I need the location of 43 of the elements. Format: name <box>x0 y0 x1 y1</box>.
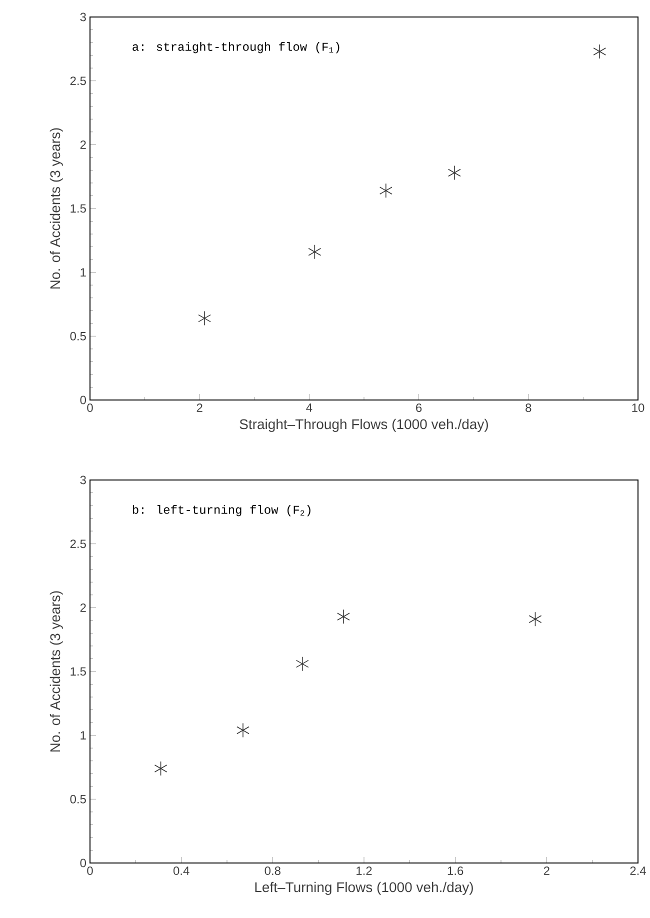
y-tick-label: 2.5 <box>70 76 86 86</box>
point <box>448 165 461 180</box>
x-tick-label: 10 <box>632 404 644 412</box>
x-tick-label: 8 <box>526 404 532 412</box>
point <box>236 722 250 738</box>
y-tick-label: 1 <box>80 731 86 740</box>
x-tick-label: 2 <box>544 866 550 875</box>
y-tick-label: 3 <box>80 12 86 22</box>
point <box>379 183 392 198</box>
point <box>198 310 211 326</box>
y-tick-label: 0.5 <box>70 332 86 340</box>
y-tick-label: 0 <box>80 858 86 868</box>
point <box>296 656 309 672</box>
point <box>336 609 350 624</box>
y-tick-label: 0.5 <box>70 794 86 804</box>
point <box>593 44 606 59</box>
x-tick-label: 4 <box>306 404 312 412</box>
point <box>528 612 542 627</box>
point <box>308 244 322 260</box>
x-tick-label: 2.4 <box>630 866 646 875</box>
x-tick-label: 6 <box>416 404 422 412</box>
x-tick-label: 0.4 <box>173 866 190 876</box>
y-axis-title: No. of Accidents (3 years) <box>50 128 63 289</box>
x-tick-label: 1.6 <box>448 866 464 876</box>
y-tick-label: 1.5 <box>70 204 86 213</box>
x-tick-label: 0 <box>87 866 93 876</box>
x-tick-label: 1.2 <box>356 866 372 875</box>
x-axis-title: Straight–Through Flows (1000 veh./day) <box>240 418 488 432</box>
y-tick-label: 2.5 <box>70 540 86 548</box>
y-tick-label: 3 <box>80 476 86 484</box>
y-tick-label: 1.5 <box>70 667 86 676</box>
x-tick-label: 0.8 <box>264 866 280 876</box>
x-tick-label: 0 <box>87 404 93 412</box>
y-tick-label: 0 <box>80 396 86 404</box>
annotation: b: left-turning flow (F$_{2}$) <box>132 505 310 516</box>
y-tick-label: 2 <box>80 603 86 612</box>
x-tick-label: 2 <box>196 404 202 412</box>
y-tick-label: 1 <box>80 268 86 276</box>
y-axis-title: No. of Accidents (3 years) <box>50 591 63 752</box>
x-axis-title: Left–Turning Flows (1000 veh./day) <box>255 882 473 895</box>
point <box>154 761 168 776</box>
annotation: a: straight-through flow (F$_{1}$) <box>132 42 340 54</box>
y-tick-label: 2 <box>80 140 86 149</box>
